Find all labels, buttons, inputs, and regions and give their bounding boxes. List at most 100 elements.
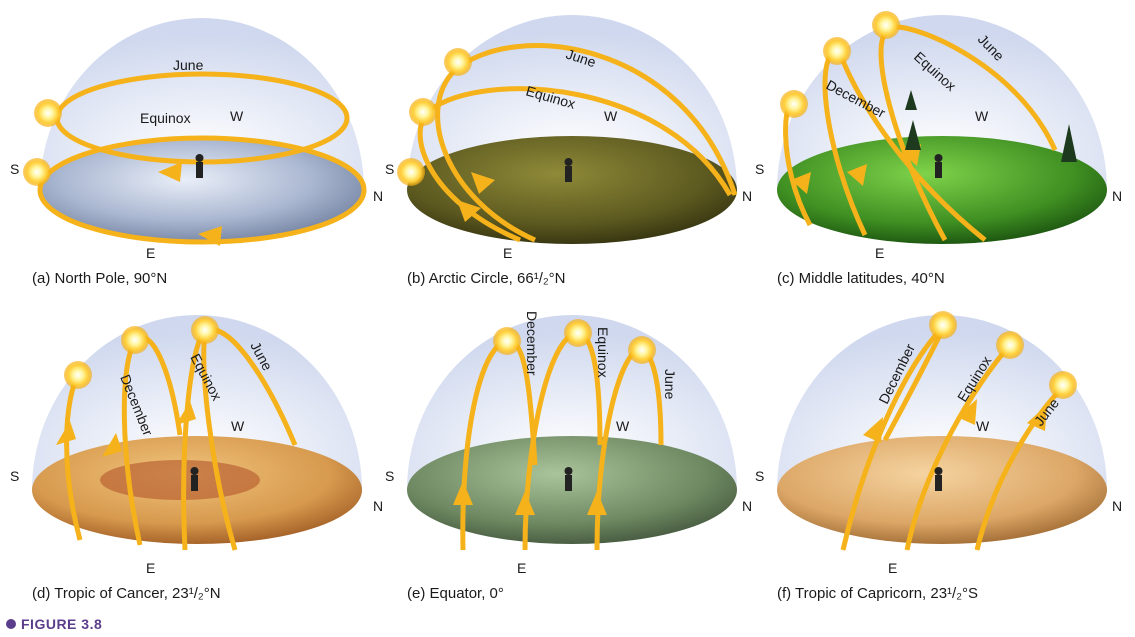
- tree-icon: [905, 90, 917, 110]
- sun-icon: [1049, 371, 1077, 399]
- panel-tropic-of-cancer: December Equinox June S N E W (d) Tropic…: [10, 305, 383, 605]
- december-label: December: [524, 311, 540, 376]
- caption-arctic-circle: (b) Arctic Circle, 66¹/₂°N: [407, 270, 566, 287]
- sun-icon: [872, 11, 900, 39]
- sun-icon: [191, 316, 219, 344]
- north-pole-diagram: June Equinox S N E W: [10, 18, 383, 261]
- panel-tropic-of-capricorn: December Equinox June S N E W (f) Tropic…: [755, 305, 1125, 605]
- sun-icon: [23, 158, 51, 186]
- south-label: S: [755, 468, 764, 484]
- person-head-icon: [195, 154, 204, 162]
- south-label: S: [10, 468, 19, 484]
- december-path: [840, 323, 947, 551]
- path-arrow: [102, 433, 122, 457]
- path-arrow: [957, 399, 977, 425]
- west-label: W: [604, 108, 618, 124]
- caption-equator: (e) Equator, 0°: [407, 585, 504, 602]
- north-label: N: [742, 498, 752, 514]
- person-icon: [191, 475, 198, 491]
- ice-surface: [40, 138, 364, 242]
- middle-latitudes-diagram: December Equinox June S N E W: [755, 11, 1122, 261]
- east-label: E: [146, 560, 155, 576]
- figure-label: FIGURE 3.8: [6, 616, 102, 632]
- person-head-icon: [934, 467, 943, 475]
- west-label: W: [230, 108, 244, 124]
- june-path: [974, 383, 1067, 551]
- sun-icon: [564, 319, 592, 347]
- tree-icon: [1061, 124, 1077, 162]
- east-label: E: [888, 560, 897, 576]
- equator-diagram: December Equinox June S N E W: [385, 311, 752, 576]
- june-label: June: [173, 57, 204, 73]
- person-icon: [565, 166, 572, 182]
- south-label: S: [385, 161, 394, 177]
- tropic-of-capricorn-diagram: December Equinox June S N E W: [755, 311, 1122, 576]
- east-label: E: [517, 560, 526, 576]
- forest-surface: [777, 136, 1107, 244]
- west-label: W: [976, 418, 990, 434]
- sun-icon: [444, 48, 472, 76]
- sun-icon: [929, 311, 957, 339]
- path-arrow: [1027, 405, 1047, 431]
- caption-tropic-of-cancer: (d) Tropic of Cancer, 23¹/₂°N: [32, 585, 221, 602]
- person-head-icon: [564, 158, 573, 166]
- path-arrow: [863, 417, 883, 443]
- north-label: N: [742, 188, 752, 204]
- person-icon: [565, 475, 572, 491]
- person-icon: [935, 475, 942, 491]
- sun-icon: [397, 158, 425, 186]
- panel-middle-latitudes: December Equinox June S N E W (c) Middle…: [755, 0, 1125, 300]
- path-arrow: [471, 172, 495, 194]
- sun-icon: [409, 98, 437, 126]
- west-label: W: [616, 418, 630, 434]
- equinox-path: [37, 135, 367, 245]
- person-icon: [196, 162, 203, 178]
- south-label: S: [755, 161, 764, 177]
- equinox-label: Equinox: [595, 327, 611, 378]
- east-label: E: [875, 245, 884, 261]
- panel-north-pole: June Equinox S N E W (a) North Pole, 90°…: [10, 0, 383, 300]
- path-arrow: [587, 491, 607, 515]
- path-arrow: [847, 164, 867, 186]
- equinox-label: Equinox: [140, 110, 191, 126]
- path-arrow: [515, 491, 535, 515]
- sun-icon: [493, 327, 521, 355]
- north-label: N: [373, 498, 383, 514]
- arctic-circle-diagram: June Equinox S N E W: [385, 15, 752, 261]
- north-label: N: [1112, 188, 1122, 204]
- panel-arctic-circle: June Equinox S N E W (b) Arctic Circle, …: [385, 0, 755, 300]
- panel-equator: December Equinox June S N E W (e) Equato…: [385, 305, 755, 605]
- path-arrow: [791, 172, 811, 194]
- west-label: W: [231, 418, 245, 434]
- caption-north-pole: (a) North Pole, 90°N: [32, 270, 168, 287]
- equinox-path: [417, 86, 733, 243]
- june-label: June: [662, 369, 678, 400]
- sun-icon: [996, 331, 1024, 359]
- path-arrow: [453, 481, 473, 505]
- caption-tropic-of-capricorn: (f) Tropic of Capricorn, 23¹/₂°S: [777, 585, 979, 602]
- south-label: S: [10, 161, 19, 177]
- tree-icon: [905, 120, 921, 150]
- person-head-icon: [564, 467, 573, 475]
- tropic-of-cancer-diagram: December Equinox June S N E W: [10, 315, 383, 576]
- east-label: E: [146, 245, 155, 261]
- sun-icon: [121, 326, 149, 354]
- person-icon: [935, 162, 942, 178]
- caption-middle-latitudes: (c) Middle latitudes, 40°N: [777, 270, 945, 287]
- bullet-icon: [6, 619, 16, 629]
- west-label: W: [975, 108, 989, 124]
- person-head-icon: [934, 154, 943, 162]
- south-label: S: [385, 468, 394, 484]
- sun-icon: [780, 90, 808, 118]
- rock-formation: [100, 460, 260, 500]
- figure-label-text: FIGURE 3.8: [21, 616, 103, 632]
- east-label: E: [503, 245, 512, 261]
- sun-icon: [628, 336, 656, 364]
- person-head-icon: [190, 467, 199, 475]
- path-arrow: [198, 226, 222, 246]
- path-arrow: [176, 401, 196, 425]
- tundra-surface: [407, 136, 737, 244]
- sun-icon: [34, 99, 62, 127]
- sun-icon: [64, 361, 92, 389]
